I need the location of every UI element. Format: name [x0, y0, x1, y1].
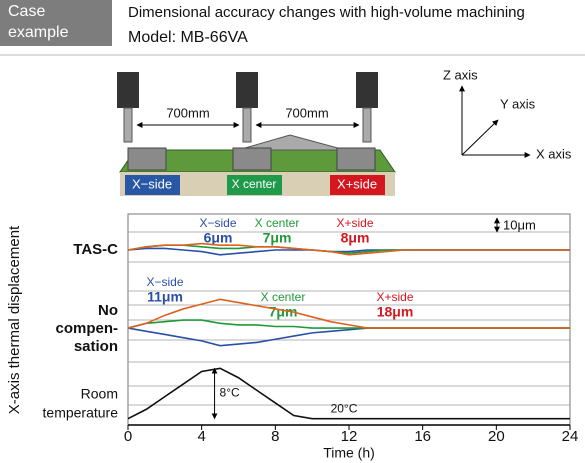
- note: 20°C: [331, 401, 358, 415]
- x-tick-label: 8: [271, 428, 279, 445]
- panel-label: No: [98, 302, 118, 319]
- distance-label: 700mm: [166, 105, 209, 120]
- series-amount: 8μm: [341, 230, 370, 246]
- series-amount: 18μm: [377, 304, 414, 320]
- tag-line: Case: [8, 3, 45, 20]
- trace: [127, 298, 570, 329]
- series-amount: 11μm: [147, 289, 183, 305]
- series-amount: 7μm: [263, 230, 292, 246]
- tag-line: example: [8, 24, 69, 41]
- panel-label: compen-: [55, 320, 118, 337]
- panel-label: Room: [81, 386, 118, 402]
- series-name: X−side: [146, 275, 183, 289]
- series-amount: 6μm: [204, 230, 233, 246]
- machine-diagram: [117, 72, 531, 196]
- x-tick-label: 16: [414, 428, 431, 445]
- series-name: X−side: [199, 216, 236, 230]
- series-name: X center: [261, 290, 306, 304]
- x-tick-label: 20: [488, 428, 505, 445]
- note: 8°C: [220, 386, 240, 400]
- x-tick-label: 24: [562, 428, 579, 445]
- zone-label: X+side: [337, 176, 377, 191]
- trace: [127, 367, 570, 420]
- panel-label: TAS-C: [73, 241, 118, 258]
- axis-name: Z axis: [443, 67, 478, 82]
- trace: [127, 242, 570, 256]
- axis-name: X axis: [536, 146, 572, 161]
- series-name: X+side: [336, 216, 373, 230]
- distance-label: 700mm: [285, 105, 328, 120]
- x-tick-label: 4: [197, 428, 205, 445]
- zone-label: X center: [232, 177, 277, 191]
- series-name: X+side: [376, 290, 413, 304]
- series-amount: 7μm: [269, 304, 298, 320]
- panel-label: sation: [74, 338, 118, 355]
- trace: [127, 327, 570, 347]
- zone-label: X−side: [132, 176, 172, 191]
- x-tick-label: 12: [341, 428, 358, 445]
- series-name: X center: [255, 216, 300, 230]
- axis-name: Y axis: [500, 96, 536, 111]
- panel-label: temperature: [43, 405, 119, 421]
- y-axis-title: X-axis thermal displacement: [6, 225, 23, 414]
- x-axis-title: Time (h): [323, 445, 375, 461]
- scale-label: 10μm: [503, 217, 536, 232]
- tag-box: [0, 0, 112, 46]
- title: Dimensional accuracy changes with high-v…: [128, 4, 525, 21]
- x-tick-label: 0: [124, 428, 132, 445]
- model: Model: MB-66VA: [128, 29, 248, 46]
